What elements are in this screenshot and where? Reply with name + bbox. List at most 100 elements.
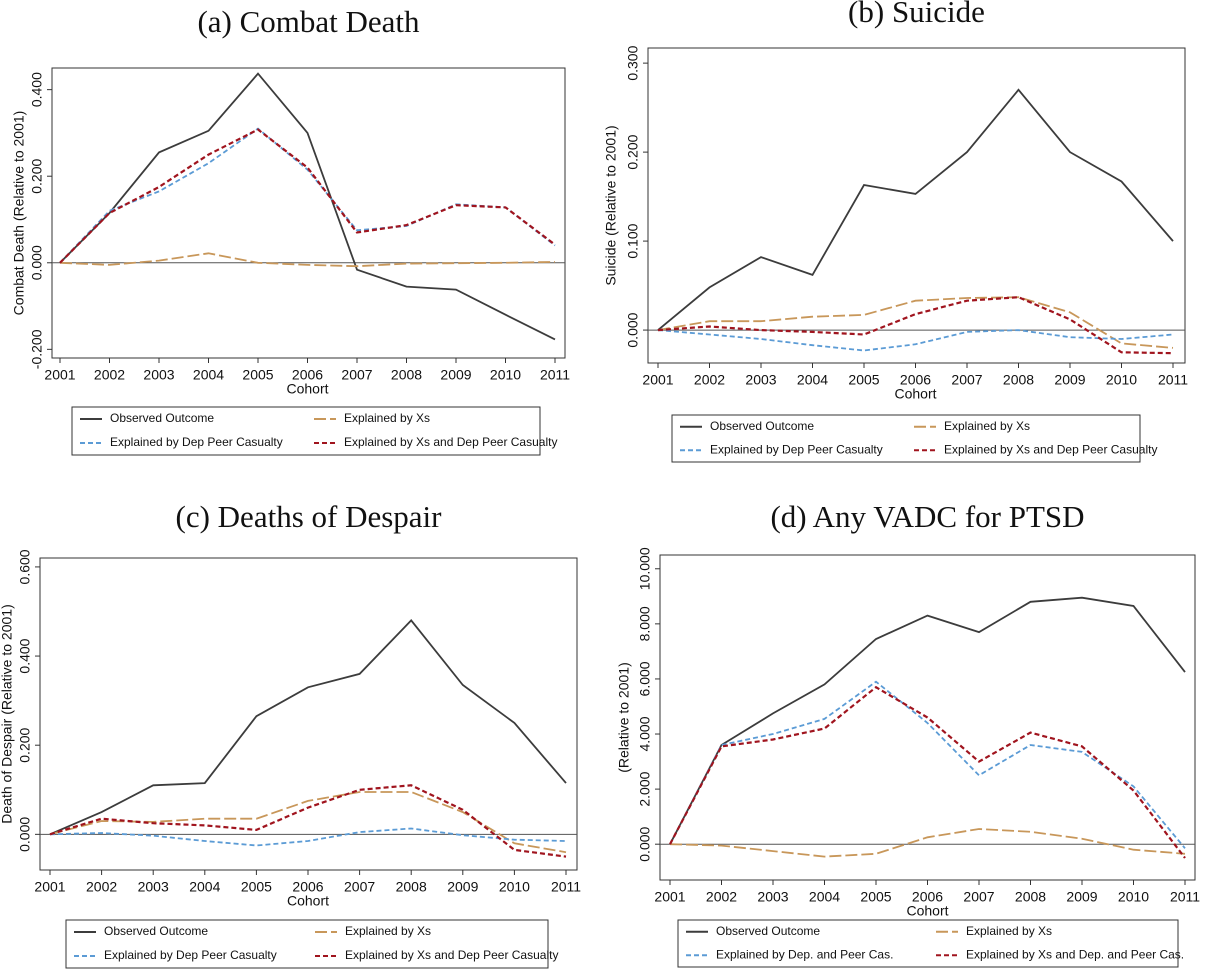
- series-line: [669, 685, 1186, 859]
- y-tick-label: 0.000: [17, 817, 33, 852]
- x-tick-label: 2005: [848, 372, 879, 388]
- legend-label: Explained by Xs: [344, 411, 430, 425]
- x-tick-label: 2003: [143, 367, 174, 383]
- x-tick-label: 2002: [706, 889, 737, 905]
- series-line: [669, 596, 1186, 845]
- x-tick-label: 2001: [34, 879, 65, 895]
- panel-title: (c) Deaths of Despair: [176, 499, 443, 534]
- legend-label: Explained by Xs: [966, 924, 1052, 938]
- x-tick-label: 2002: [694, 372, 725, 388]
- series-line: [669, 828, 1186, 858]
- y-tick-label: 0.300: [625, 45, 641, 80]
- y-tick-label: 6.000: [637, 661, 653, 696]
- legend-label: Explained by Xs and Dep. and Peer Cas.: [966, 947, 1184, 961]
- y-tick-label: 8.000: [637, 606, 653, 641]
- x-tick-label: 2004: [189, 879, 220, 895]
- x-tick-label: 2004: [193, 367, 224, 383]
- legend-label: Observed Outcome: [110, 411, 214, 425]
- x-tick-label: 2001: [44, 367, 75, 383]
- panel-title: (d) Any VADC for PTSD: [770, 499, 1084, 534]
- y-tick-label: 0.000: [625, 312, 641, 347]
- x-tick-label: 2007: [341, 367, 372, 383]
- legend-label: Observed Outcome: [716, 924, 820, 938]
- x-tick-label: 2010: [1106, 372, 1137, 388]
- x-tick-label: 2004: [809, 889, 840, 905]
- series-line: [657, 296, 1174, 349]
- x-axis-label: Cohort: [894, 386, 936, 402]
- legend-label: Explained by Xs: [944, 419, 1030, 433]
- y-tick-label: 0.400: [29, 72, 45, 107]
- y-axis-label: Suicide (Relative to 2001): [603, 125, 619, 285]
- panel-title: (b) Suicide: [848, 0, 985, 29]
- y-axis-label: Death of Despair (Relative to 2001): [0, 604, 15, 823]
- legend-label: Explained by Xs and Dep Peer Casualty: [345, 948, 558, 962]
- x-tick-label: 2003: [138, 879, 169, 895]
- x-tick-label: 2005: [241, 879, 272, 895]
- legend-label: Observed Outcome: [710, 419, 814, 433]
- x-tick-label: 2006: [292, 367, 323, 383]
- x-tick-label: 2008: [1003, 372, 1034, 388]
- legend-label: Explained by Dep Peer Casualty: [104, 948, 277, 962]
- x-tick-label: 2006: [900, 372, 931, 388]
- x-axis-label: Cohort: [906, 903, 948, 919]
- legend: [71, 406, 541, 456]
- legend: [677, 919, 1179, 968]
- y-axis-label: Combat Death (Relative to 2001): [11, 111, 27, 316]
- series-line: [657, 329, 1174, 352]
- series-line: [669, 680, 1186, 849]
- legend-label: Explained by Dep Peer Casualty: [710, 442, 883, 456]
- series-line: [657, 296, 1174, 355]
- y-tick-label: 0.000: [637, 826, 653, 861]
- x-tick-label: 2007: [344, 879, 375, 895]
- series-line: [49, 791, 567, 854]
- plot-frame: [51, 67, 566, 359]
- x-tick-label: 2005: [860, 889, 891, 905]
- y-axis-label: (Relative to 2001): [616, 662, 632, 773]
- x-axis-label: Cohort: [286, 381, 328, 397]
- plot-frame: [39, 557, 578, 871]
- y-tick-label: 0.000: [29, 245, 45, 280]
- x-tick-label: 2010: [499, 879, 530, 895]
- legend: [65, 919, 549, 969]
- x-tick-label: 2005: [242, 367, 273, 383]
- y-tick-label: 0.200: [29, 158, 45, 193]
- x-tick-label: 2009: [440, 367, 471, 383]
- x-tick-label: 2009: [1066, 889, 1097, 905]
- x-tick-label: 2011: [1170, 889, 1200, 905]
- x-tick-label: 2011: [551, 879, 581, 895]
- y-tick-label: 0.100: [625, 223, 641, 258]
- legend-label: Explained by Xs and Dep Peer Casualty: [944, 442, 1157, 456]
- legend-label: Explained by Dep. and Peer Cas.: [716, 947, 893, 961]
- x-tick-label: 2008: [396, 879, 427, 895]
- x-tick-label: 2003: [757, 889, 788, 905]
- x-tick-label: 2008: [391, 367, 422, 383]
- x-tick-label: 2006: [912, 889, 943, 905]
- series-line: [49, 619, 567, 836]
- panel-title: (a) Combat Death: [197, 4, 420, 39]
- y-tick-label: 0.200: [625, 134, 641, 169]
- legend-label: Explained by Xs and Dep Peer Casualty: [344, 435, 557, 449]
- x-tick-label: 2010: [1118, 889, 1149, 905]
- series-line: [657, 88, 1174, 331]
- x-tick-label: 2010: [490, 367, 521, 383]
- x-tick-label: 2009: [447, 879, 478, 895]
- x-tick-label: 2011: [1158, 372, 1188, 388]
- x-tick-label: 2006: [292, 879, 323, 895]
- x-tick-label: 2001: [654, 889, 685, 905]
- legend-label: Explained by Dep Peer Casualty: [110, 435, 283, 449]
- y-tick-label: 0.200: [17, 727, 33, 762]
- series-line: [49, 827, 567, 847]
- x-tick-label: 2009: [1054, 372, 1085, 388]
- series-line: [59, 72, 556, 341]
- legend-label: Explained by Xs: [345, 924, 431, 938]
- y-tick-label: 10.000: [637, 547, 653, 590]
- plot-frame: [647, 47, 1186, 364]
- series-line: [49, 784, 567, 858]
- x-tick-label: 2003: [745, 372, 776, 388]
- y-tick-label: 2.000: [637, 771, 653, 806]
- x-tick-label: 2002: [94, 367, 125, 383]
- x-tick-label: 2011: [540, 367, 570, 383]
- y-tick-label: 0.400: [17, 638, 33, 673]
- y-tick-label: 4.000: [637, 716, 653, 751]
